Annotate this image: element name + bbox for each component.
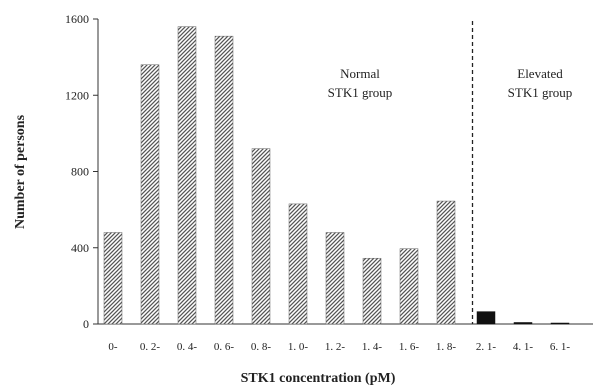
bar-4	[214, 35, 234, 325]
bar-5	[251, 148, 271, 325]
elevated-group-label-line2: STK1 group	[508, 85, 573, 100]
y-tick-label: 400	[71, 241, 89, 255]
y-tick-label: 1200	[65, 88, 89, 102]
x-axis-title: STK1 concentration (pM)	[241, 371, 396, 386]
x-tick-label: 1. 4-	[362, 341, 383, 353]
y-tick-label: 800	[71, 165, 89, 179]
bars	[103, 26, 570, 325]
x-tick-label: 0. 2-	[140, 341, 161, 353]
x-tick-label: 0. 8-	[251, 341, 272, 353]
elevated-group-label-line1: Elevated	[517, 66, 563, 81]
y-tick-label: 1600	[65, 12, 89, 26]
x-tick-label: 6. 1-	[550, 341, 571, 353]
x-tick-label: 0. 4-	[177, 341, 198, 353]
x-tick-label: 1. 0-	[288, 341, 309, 353]
y-axis-title: Number of persons	[13, 114, 28, 229]
bar-13	[550, 322, 570, 325]
bar-10	[436, 200, 456, 325]
x-axis-ticks: 0- 0. 2- 0. 4- 0. 6- 0. 8- 1. 0- 1. 2- 1. 4- 1. …	[108, 341, 570, 353]
y-tick-label: 0	[83, 317, 89, 331]
x-tick-label: 2. 1-	[476, 341, 497, 353]
bar-1	[103, 232, 123, 325]
x-tick-label: 4. 1-	[513, 341, 534, 353]
x-tick-label: 0-	[108, 341, 118, 353]
x-tick-label: 0. 6-	[214, 341, 235, 353]
bar-11	[476, 311, 496, 325]
normal-group-label-line1: Normal	[340, 66, 380, 81]
bar-6	[288, 203, 308, 325]
bar-8	[362, 257, 382, 325]
bar-3	[177, 26, 197, 325]
bar-12	[513, 322, 533, 325]
x-tick-label: 1. 6-	[399, 341, 420, 353]
x-tick-label: 1. 2-	[325, 341, 346, 353]
bar-2	[140, 64, 160, 325]
x-tick-label: 1. 8-	[436, 341, 457, 353]
bar-9	[399, 248, 419, 325]
normal-group-label-line2: STK1 group	[328, 85, 393, 100]
bar-7	[325, 232, 345, 325]
